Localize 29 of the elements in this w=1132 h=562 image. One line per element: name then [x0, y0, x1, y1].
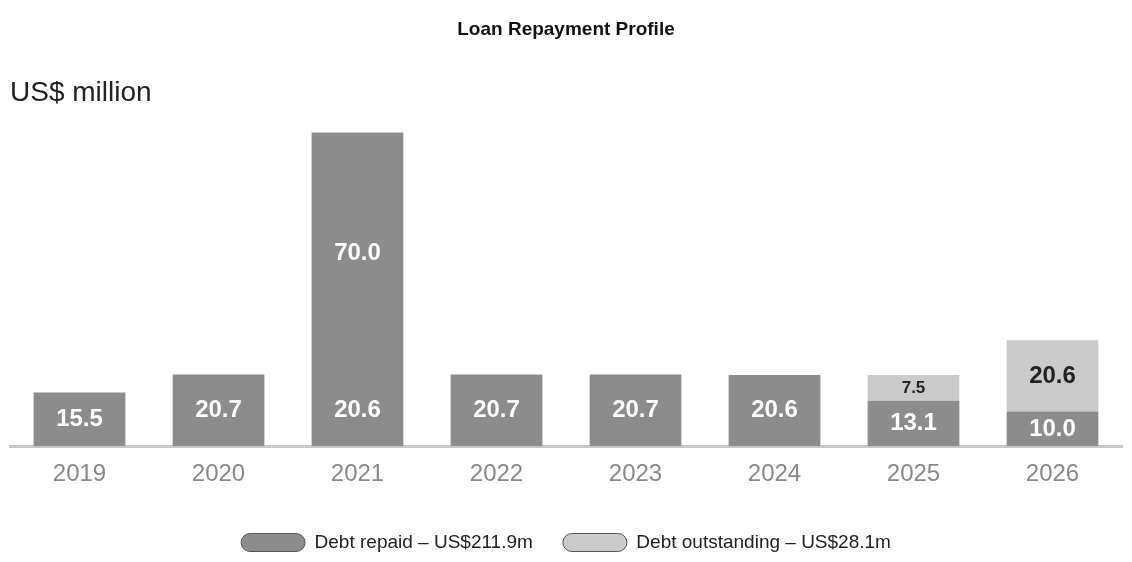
data-label: 7.5 [901, 377, 926, 397]
bar [1006, 340, 1099, 412]
x-tick-label: 2026 [1025, 459, 1080, 487]
data-label: 70.0 [334, 238, 381, 266]
data-label: 13.1 [890, 408, 937, 436]
bar [867, 374, 960, 401]
legend-label: Debt outstanding – US$28.1m [636, 530, 891, 552]
bar [450, 374, 543, 447]
x-tick-label: 2022 [469, 459, 524, 487]
data-label: 20.6 [1029, 360, 1076, 388]
chart-title: Loan Repayment Profile [456, 18, 676, 40]
legend-label: Debt repaid – US$211.9m [314, 530, 533, 552]
data-label: 20.7 [473, 394, 520, 422]
x-tick-label: 2024 [747, 459, 802, 487]
data-label: 15.5 [56, 403, 103, 431]
data-label: 10.0 [1029, 413, 1076, 441]
x-tick-label: 2023 [608, 459, 663, 487]
bar [589, 374, 682, 447]
x-tick-label: 2025 [886, 459, 941, 487]
data-label: 20.6 [334, 395, 381, 423]
y-axis-title: US$ million [10, 76, 152, 108]
x-tick-label: 2020 [191, 459, 246, 487]
data-label: 20.6 [751, 395, 798, 423]
x-tick-label: 2019 [52, 459, 107, 487]
bar [728, 374, 821, 447]
bar [172, 374, 265, 447]
x-tick-label: 2021 [330, 459, 385, 487]
data-label: 20.7 [195, 394, 242, 422]
data-label: 20.7 [612, 394, 659, 422]
